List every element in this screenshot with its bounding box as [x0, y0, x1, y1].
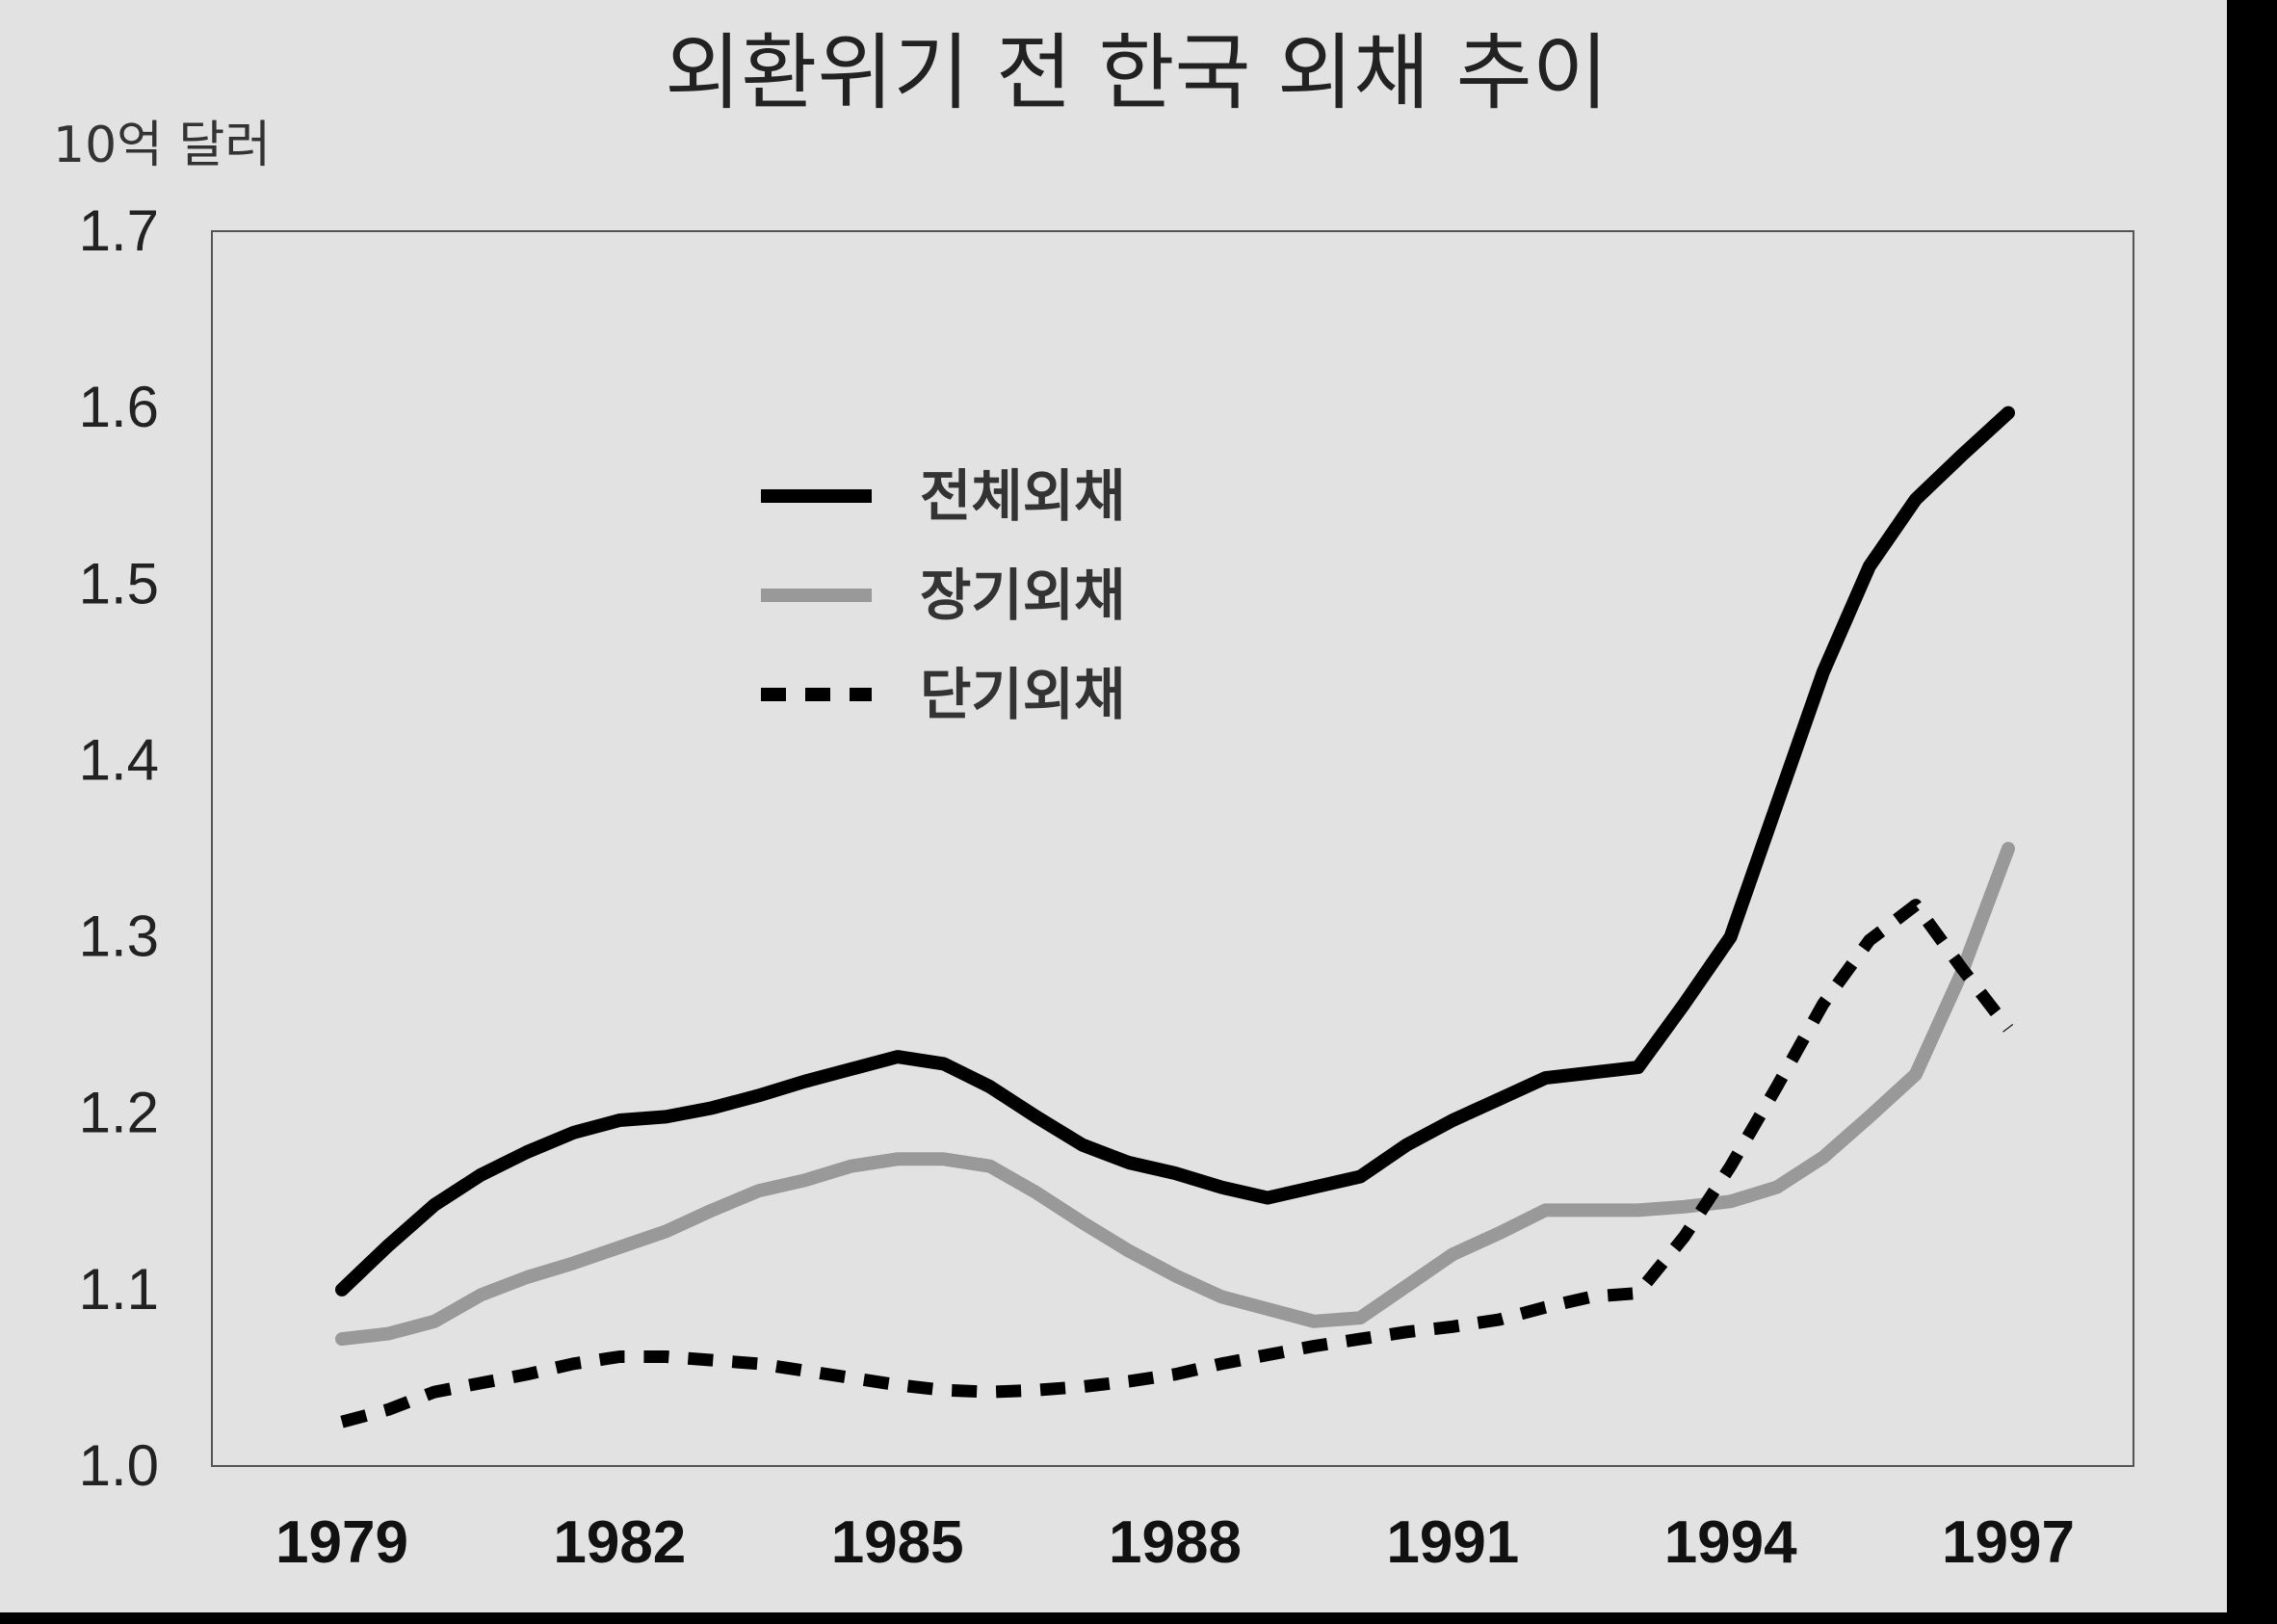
y-tick-label: 1.6 — [79, 375, 159, 439]
chart-title: 외환위기 전 한국 외채 추이 — [665, 25, 1609, 121]
x-tick-label: 1991 — [1386, 1509, 1519, 1576]
y-tick-label: 1.2 — [79, 1081, 159, 1145]
y-axis-ticks: 1.7 1.6 1.5 1.4 1.3 1.2 1.1 1.0 — [79, 198, 159, 1498]
legend-label: 단기외채 — [920, 662, 1125, 727]
x-tick-label: 1988 — [1109, 1509, 1242, 1576]
y-axis-unit-label: 10억 달러 — [53, 117, 271, 174]
bottom-border — [0, 1612, 2277, 1624]
series-line-total — [335, 406, 2015, 1297]
legend-label: 전체외채 — [920, 463, 1125, 529]
series-line-long-term — [335, 842, 2015, 1347]
x-tick-label: 1982 — [553, 1509, 686, 1576]
plot-area — [211, 230, 2134, 1467]
series-line-short-term — [340, 899, 2014, 1428]
right-border — [2227, 0, 2277, 1624]
debt-line-chart: 외환위기 전 한국 외채 추이 10억 달러 1.71.61.51.41.31.… — [53, 25, 2134, 1576]
y-tick-label: 1.5 — [79, 551, 159, 616]
y-tick-label: 1.3 — [79, 904, 159, 969]
x-axis-ticks: 1979 1982 1985 1988 1991 1994 1997 — [275, 1509, 2075, 1576]
x-tick-label: 1979 — [275, 1509, 408, 1576]
y-tick-label: 1.1 — [79, 1257, 159, 1322]
x-tick-label: 1985 — [831, 1509, 964, 1576]
y-tick-label: 1.0 — [79, 1433, 159, 1498]
y-tick-label: 1.7 — [79, 198, 159, 263]
x-tick-label: 1997 — [1942, 1509, 2075, 1576]
x-tick-label: 1994 — [1664, 1509, 1797, 1576]
legend-label: 장기외채 — [920, 563, 1125, 628]
chart-background — [0, 0, 2227, 1612]
y-tick-label: 1.4 — [79, 727, 159, 792]
series-lines — [335, 406, 2015, 1428]
